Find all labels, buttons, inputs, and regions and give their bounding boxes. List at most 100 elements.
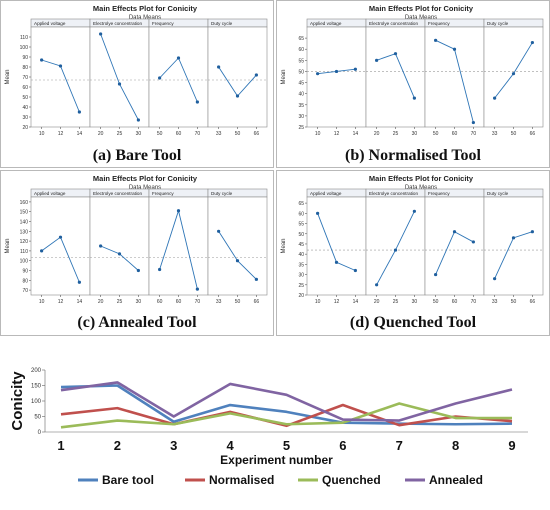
y-tick-label: 0 xyxy=(38,430,42,436)
data-point xyxy=(77,280,81,284)
x-tick-label: 25 xyxy=(393,131,399,137)
data-point xyxy=(511,236,516,240)
data-point xyxy=(254,73,258,77)
factor-name: Frequency xyxy=(152,21,174,26)
chart-subtitle: Data Means xyxy=(129,15,161,21)
y-tick-label: 70 xyxy=(22,288,28,294)
y-tick-label: 50 xyxy=(34,415,41,421)
factor-panel xyxy=(148,26,209,128)
y-axis-label: Mean xyxy=(281,238,287,253)
y-tick-label: 110 xyxy=(20,35,28,41)
data-point xyxy=(375,283,379,287)
main-effects-plot-annealed: Main Effects Plot for Conicity Data Means… xyxy=(5,174,268,305)
y-tick-label: 60 xyxy=(298,47,304,53)
x-tick-label: 70 xyxy=(195,299,201,305)
data-point xyxy=(375,58,379,62)
y-tick-label: 35 xyxy=(298,262,304,268)
data-point xyxy=(235,259,240,263)
factor-panel xyxy=(89,26,150,128)
data-point xyxy=(353,268,357,273)
x-tick-label: 2 xyxy=(114,438,121,453)
factor-name: Applied voltage xyxy=(310,21,342,26)
chart-title: Main Effects Plot for Conicity xyxy=(93,174,198,183)
factor-panel xyxy=(306,196,367,296)
y-axis-label: Mean xyxy=(5,238,11,253)
data-point xyxy=(316,211,320,215)
panel-quenched-tool: Main Effects Plot for Conicity Data Means… xyxy=(276,170,550,336)
x-tick-label: 12 xyxy=(334,299,340,305)
y-tick-label: 40 xyxy=(298,252,304,258)
x-tick-label: 12 xyxy=(58,299,64,305)
y-tick-label: 150 xyxy=(20,210,29,216)
data-point xyxy=(235,94,240,98)
x-tick-label: 14 xyxy=(353,131,359,137)
y-tick-label: 40 xyxy=(298,92,304,98)
x-tick-label: 60 xyxy=(176,299,182,305)
data-point xyxy=(393,248,398,252)
data-point xyxy=(412,209,416,213)
x-tick-label: 66 xyxy=(254,131,260,137)
x-tick-label: 60 xyxy=(157,299,163,305)
x-tick-label: 25 xyxy=(117,299,123,305)
x-tick-label: 6 xyxy=(339,438,346,453)
x-tick-label: 60 xyxy=(176,131,182,137)
x-tick-label: 14 xyxy=(77,299,83,305)
y-tick-label: 90 xyxy=(22,55,28,61)
series-line xyxy=(60,402,512,429)
data-point xyxy=(58,64,63,68)
x-tick-label: 14 xyxy=(77,131,83,137)
factor-panel xyxy=(483,196,544,296)
data-point xyxy=(452,47,457,51)
x-tick-label: 30 xyxy=(412,299,418,305)
x-tick-label: 25 xyxy=(393,299,399,305)
x-tick-label: 14 xyxy=(353,299,359,305)
caption-bare-tool: (a) Bare Tool xyxy=(92,147,182,164)
data-point xyxy=(158,76,162,80)
data-point xyxy=(471,240,475,244)
x-tick-label: 7 xyxy=(396,438,403,453)
data-point xyxy=(117,252,122,256)
factor-panel xyxy=(424,26,485,128)
x-tick-label: 10 xyxy=(315,299,321,305)
series-line xyxy=(60,384,513,426)
x-tick-label: 9 xyxy=(508,438,515,453)
x-tick-label: 33 xyxy=(216,299,222,305)
y-tick-label: 50 xyxy=(298,69,304,75)
y-tick-label: 55 xyxy=(298,58,304,64)
factor-panel xyxy=(30,196,91,296)
data-point xyxy=(316,72,320,76)
y-tick-label: 25 xyxy=(298,283,304,289)
y-tick-label: 65 xyxy=(298,201,304,207)
factor-panel xyxy=(30,26,91,128)
data-point xyxy=(77,110,81,114)
x-tick-label: 50 xyxy=(235,299,241,305)
factor-panel xyxy=(483,26,544,128)
x-tick-label: 5 xyxy=(283,438,290,453)
caption-annealed-tool: (c) Annealed Tool xyxy=(77,314,197,331)
data-point xyxy=(40,58,44,62)
x-tick-label: 20 xyxy=(374,299,380,305)
factor-panel xyxy=(148,196,209,296)
factor-name: Frequency xyxy=(428,21,450,26)
y-tick-label: 110 xyxy=(20,249,28,255)
chart-title: Main Effects Plot for Conicity xyxy=(369,174,474,183)
x-tick-label: 10 xyxy=(39,299,45,305)
factor-name: Frequency xyxy=(152,191,174,196)
data-point xyxy=(176,56,181,60)
x-tick-label: 50 xyxy=(511,131,517,137)
caption-normalised-tool: (b) Normalised Tool xyxy=(344,147,481,164)
data-point xyxy=(136,268,140,273)
factor-panel xyxy=(306,26,367,128)
x-tick-label: 1 xyxy=(57,438,64,453)
x-tick-label: 10 xyxy=(39,131,45,137)
main-effects-plot-quenched: Main Effects Plot for Conicity Data Means… xyxy=(281,174,544,305)
factor-name: Electrolye concentration xyxy=(93,21,142,26)
x-tick-label: 3 xyxy=(170,438,177,453)
y-tick-label: 55 xyxy=(298,222,304,228)
caption-quenched-tool: (d) Quenched Tool xyxy=(349,314,477,331)
main-effects-plot-bare: Main Effects Plot for Conicity Data Means… xyxy=(5,4,268,137)
y-tick-label: 60 xyxy=(22,85,28,91)
chart-subtitle: Data Means xyxy=(129,185,161,191)
y-tick-label: 100 xyxy=(20,259,29,265)
x-tick-label: 33 xyxy=(492,299,498,305)
